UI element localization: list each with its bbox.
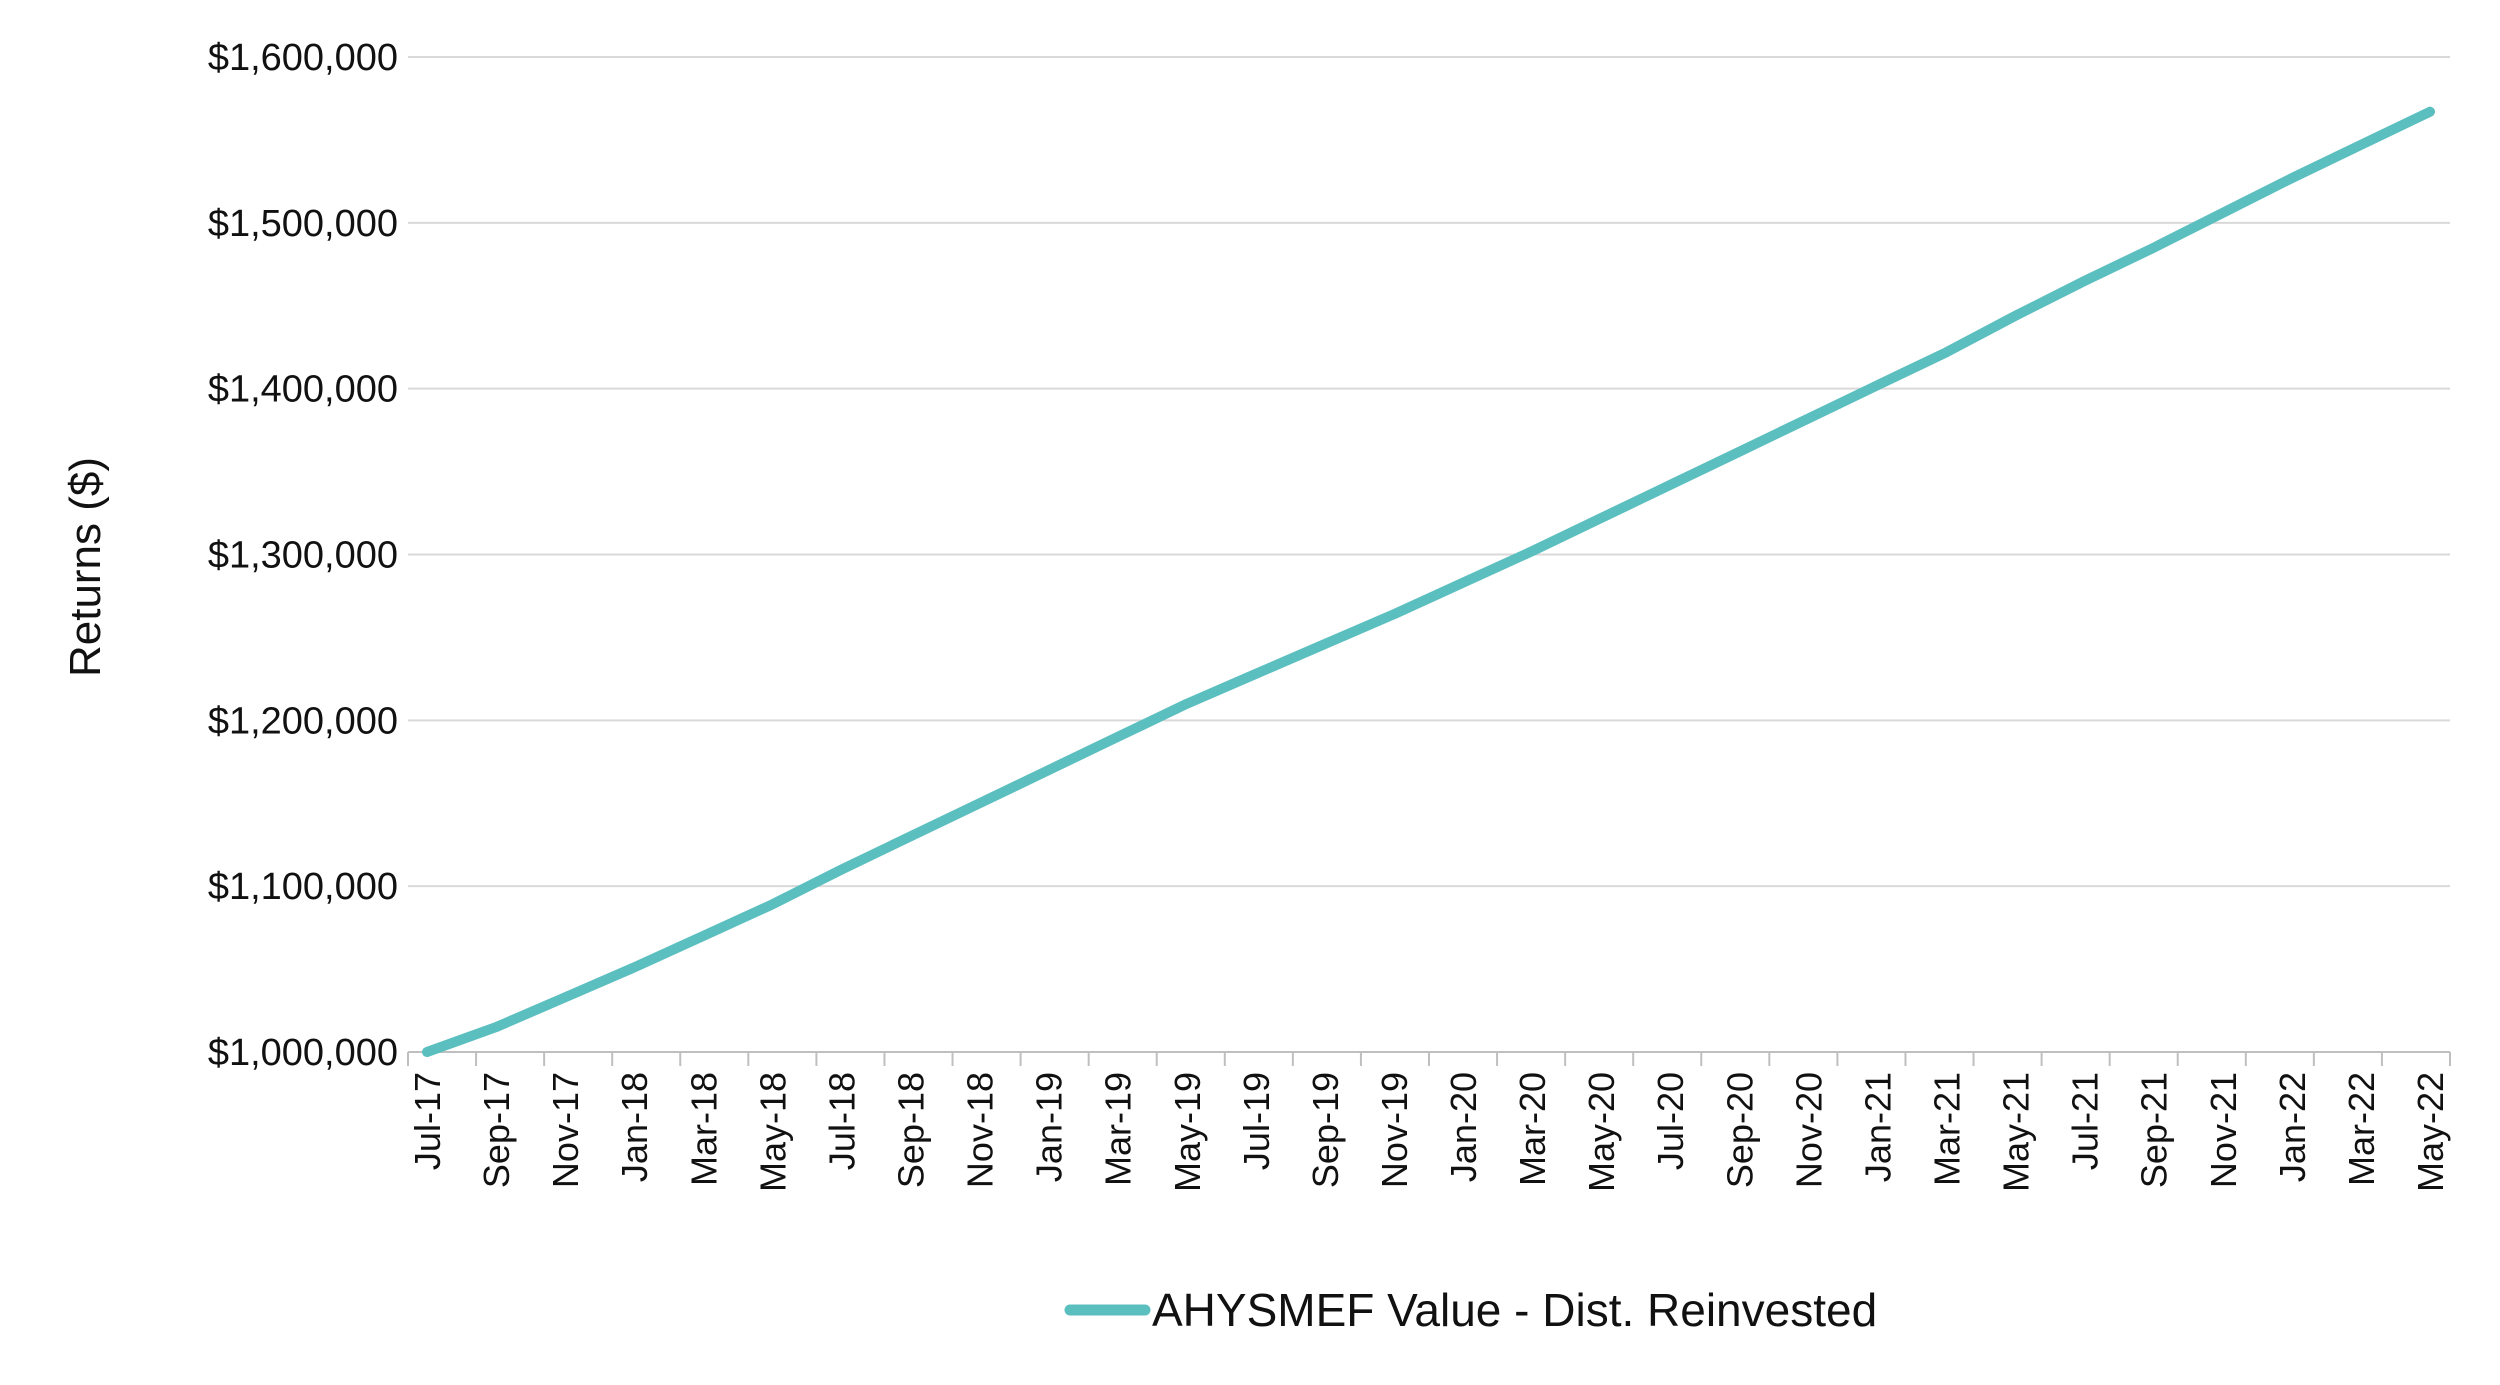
x-tick-label: May-21	[1996, 1072, 2037, 1192]
data-point	[1392, 612, 1396, 616]
data-point	[2221, 211, 2225, 215]
data-point	[1945, 350, 1949, 354]
x-tick-label: Sep-18	[890, 1072, 931, 1188]
x-tick-label: Sep-19	[1305, 1072, 1346, 1188]
data-point	[563, 995, 567, 999]
x-tick-label: Nov-20	[1788, 1072, 1829, 1188]
x-tick-label: May-20	[1581, 1072, 1622, 1192]
y-tick-label: $1,200,000	[208, 700, 398, 742]
x-tick-label: Sep-17	[476, 1072, 517, 1188]
x-tick-label: Jan-22	[2272, 1072, 2313, 1182]
x-tick-label: Mar-22	[2341, 1072, 2382, 1186]
x-tick-label: Mar-19	[1098, 1072, 1139, 1186]
data-point	[978, 801, 982, 805]
x-tick-label: Jan-19	[1029, 1072, 1070, 1182]
y-tick-label: $1,100,000	[208, 866, 398, 908]
data-point	[770, 902, 774, 906]
y-tick-label: $1,000,000	[208, 1032, 398, 1074]
x-tick-label: Nov-19	[1374, 1072, 1415, 1188]
y-tick-label: $1,400,000	[208, 369, 398, 411]
data-point	[2428, 110, 2432, 114]
data-point	[1185, 702, 1189, 706]
data-point	[2083, 279, 2087, 283]
data-point	[1047, 768, 1051, 772]
x-tick-label: May-18	[752, 1072, 793, 1192]
x-tick-label: Nov-21	[2203, 1072, 2244, 1188]
data-point	[2359, 143, 2363, 147]
data-point	[2014, 314, 2018, 318]
data-point	[2152, 246, 2156, 250]
y-tick-label: $1,300,000	[208, 535, 398, 577]
data-point	[908, 834, 912, 838]
legend-label: AHYSMEF Value - Dist. Reinvested	[1152, 1284, 1877, 1336]
data-point	[1254, 672, 1258, 676]
x-tick-label: Jan-21	[1857, 1072, 1898, 1182]
x-tick-label: Jan-20	[1443, 1072, 1484, 1182]
y-axis-label: Returns ($)	[61, 457, 110, 677]
data-point	[1668, 483, 1672, 487]
x-tick-label: Jul-21	[2065, 1072, 2106, 1170]
x-tick-label: Nov-17	[545, 1072, 586, 1188]
legend: AHYSMEF Value - Dist. Reinvested	[1064, 1284, 1877, 1336]
x-tick-label: Sep-21	[2134, 1072, 2175, 1188]
x-tick-label: Mar-20	[1512, 1072, 1553, 1186]
x-tick-label: Jul-20	[1650, 1072, 1691, 1170]
x-tick-label: Jan-18	[614, 1072, 655, 1182]
data-point	[632, 965, 636, 969]
x-tick-label: May-19	[1167, 1072, 1208, 1192]
data-point	[701, 934, 705, 938]
x-axis	[407, 1051, 2451, 1066]
x-tick-label: Mar-18	[683, 1072, 724, 1186]
x-tick-label: Sep-20	[1719, 1072, 1760, 1188]
x-axis-tick-labels: Jul-17 Sep-17 Nov-17 Jan-18 Mar-18 May-18 Jul-…	[407, 1072, 2451, 1192]
data-point	[1530, 549, 1534, 553]
data-point	[425, 1050, 429, 1054]
gridlines	[408, 56, 2450, 888]
series-line-0	[422, 106, 2435, 1057]
x-tick-label: Mar-21	[1927, 1072, 1968, 1186]
y-tick-label: $1,600,000	[208, 37, 398, 79]
data-point	[1461, 581, 1465, 585]
x-tick-label: Jul-17	[407, 1072, 448, 1170]
y-axis-tick-labels: $1,000,000 $1,100,000 $1,200,000 $1,300,000…	[208, 37, 398, 1074]
x-tick-label: Jul-19	[1236, 1072, 1277, 1170]
series-lines	[422, 106, 2435, 1057]
data-point	[1116, 735, 1120, 739]
x-tick-label: Nov-18	[960, 1072, 1001, 1188]
data-point	[1875, 383, 1879, 387]
data-point	[2290, 176, 2294, 180]
x-tick-label: May-22	[2410, 1072, 2451, 1192]
data-point	[1737, 450, 1741, 454]
data-point	[494, 1025, 498, 1029]
data-point	[839, 868, 843, 872]
data-point	[1323, 642, 1327, 646]
data-point	[1806, 417, 1810, 421]
y-tick-label: $1,500,000	[208, 203, 398, 245]
data-point	[1599, 516, 1603, 520]
x-tick-label: Jul-18	[821, 1072, 862, 1170]
